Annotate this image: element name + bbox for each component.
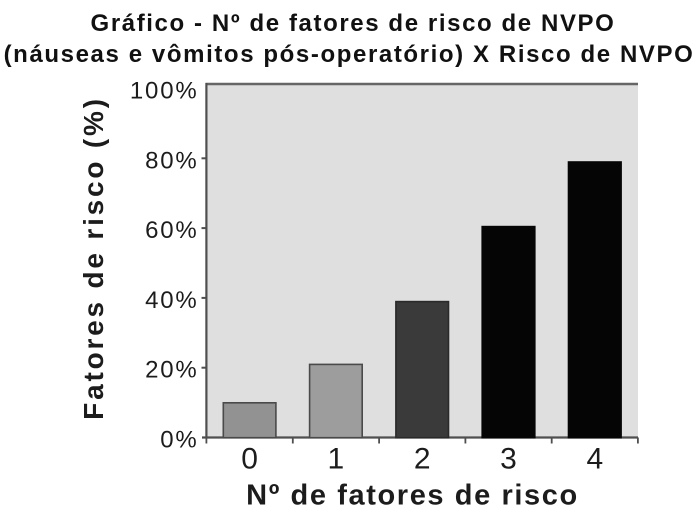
svg-text:(náuseas e vômitos pós-operató: (náuseas e vômitos pós-operatório) X Ris… [4,41,695,68]
svg-text:Nº de fatores de risco: Nº de fatores de risco [246,480,579,512]
svg-text:0%: 0% [160,427,198,454]
svg-text:0: 0 [241,443,258,476]
svg-text:40%: 40% [145,287,198,314]
svg-text:Fatores de risco (%): Fatores de risco (%) [78,96,109,420]
svg-text:1: 1 [328,443,345,476]
svg-text:60%: 60% [145,217,198,244]
svg-text:3: 3 [500,443,517,476]
svg-text:4: 4 [586,443,603,476]
svg-text:2: 2 [414,443,431,476]
svg-text:Gráfico - Nº de fatores de ris: Gráfico - Nº de fatores de risco de NVPO [91,10,616,37]
svg-text:20%: 20% [145,357,198,384]
svg-text:100%: 100% [130,78,199,105]
svg-text:80%: 80% [145,147,198,174]
